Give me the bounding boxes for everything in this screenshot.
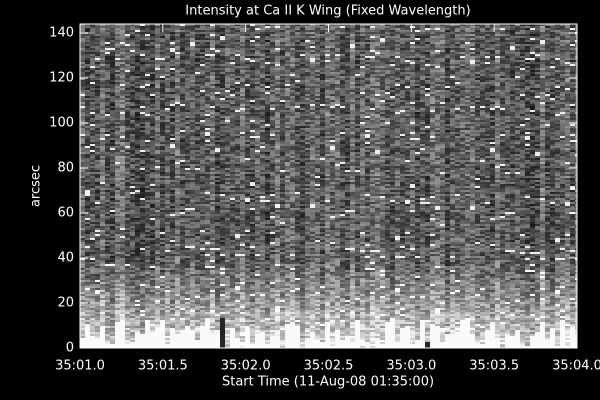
y-tick-label: 20 bbox=[57, 296, 74, 311]
x-tick-label: 35:01.5 bbox=[138, 359, 188, 374]
x-tick-label: 35:02.5 bbox=[304, 359, 354, 374]
x-tick-label: 35:04.0 bbox=[552, 359, 600, 374]
y-axis-label: arcsec bbox=[29, 165, 44, 207]
texture bbox=[80, 24, 575, 282]
chart-title: Intensity at Ca II K Wing (Fixed Wavelen… bbox=[185, 4, 470, 19]
texture bbox=[80, 278, 577, 346]
texture bbox=[80, 24, 577, 302]
x-tick-label: 35:03.0 bbox=[386, 359, 436, 374]
texture bbox=[80, 24, 577, 300]
texture bbox=[80, 24, 577, 330]
x-axis-label: Start Time (11-Aug-08 01:35:00) bbox=[222, 375, 434, 390]
y-tick-label: 100 bbox=[49, 116, 74, 131]
texture bbox=[80, 24, 577, 322]
x-tick-label: 35:02.0 bbox=[221, 359, 271, 374]
y-tick-label: 140 bbox=[49, 26, 74, 41]
texture bbox=[80, 24, 577, 290]
texture bbox=[80, 280, 577, 348]
texture bbox=[80, 24, 577, 312]
y-tick-label: 40 bbox=[57, 251, 74, 266]
y-tick-label: 60 bbox=[57, 206, 74, 221]
x-tick-label: 35:01.0 bbox=[55, 359, 105, 374]
texture bbox=[85, 24, 575, 274]
texture bbox=[80, 290, 577, 348]
y-tick-label: 80 bbox=[57, 161, 74, 176]
intensity-image bbox=[80, 24, 577, 348]
texture bbox=[80, 266, 577, 348]
x-tick-label: 35:03.5 bbox=[469, 359, 519, 374]
texture bbox=[80, 262, 577, 348]
y-tick-label: 120 bbox=[49, 71, 74, 86]
y-tick-label: 0 bbox=[66, 341, 74, 356]
